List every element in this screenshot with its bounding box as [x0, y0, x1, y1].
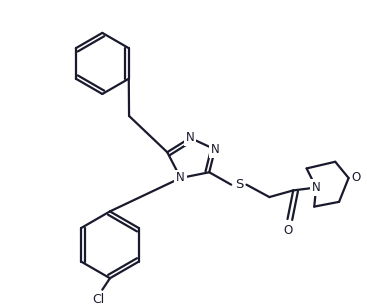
Text: O: O	[283, 224, 292, 237]
Text: N: N	[211, 143, 219, 156]
Text: N: N	[312, 181, 320, 194]
Text: Cl: Cl	[92, 293, 105, 306]
Text: N: N	[186, 131, 195, 144]
Text: N: N	[176, 171, 185, 185]
Text: O: O	[352, 171, 361, 185]
Text: S: S	[235, 178, 243, 191]
